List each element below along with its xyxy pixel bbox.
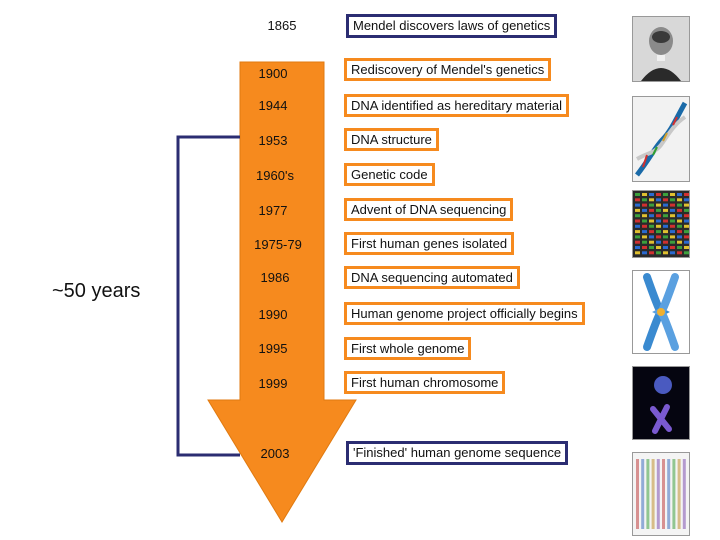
event-box: Genetic code [344, 163, 435, 186]
year-1999: 1999 [258, 376, 288, 391]
sequencing-traces-image [632, 452, 690, 536]
year-1995: 1995 [258, 341, 288, 356]
event-box: First human chromosome [344, 371, 506, 394]
event-box: Advent of DNA sequencing [344, 198, 514, 221]
bracket-label: ~50 years [52, 280, 141, 302]
event-box: Human genome project officially begins [344, 302, 585, 325]
arrow-shape [207, 61, 357, 523]
mendel-portrait-image [632, 16, 690, 82]
year-1990: 1990 [258, 307, 288, 322]
year-1960s: 1960's [256, 168, 294, 183]
event-box: First human genes isolated [344, 232, 515, 255]
year-1953: 1953 [258, 133, 288, 148]
dna-helix-image [632, 96, 690, 182]
year-1865: 1865 [267, 18, 297, 33]
sequencing-gel-image [632, 190, 690, 258]
event-box: Mendel discovers laws of genetics [346, 14, 558, 38]
year-1944: 1944 [258, 98, 288, 113]
event-box: DNA structure [344, 128, 439, 151]
event-box: 'Finished' human genome sequence [346, 441, 569, 465]
event-box: DNA sequencing automated [344, 266, 520, 289]
event-box: Rediscovery of Mendel's genetics [344, 58, 552, 81]
chromosome-diagram-image [632, 270, 690, 354]
chromosome-micrograph-image [632, 366, 690, 440]
year-1975-79: 1975-79 [254, 237, 302, 252]
year-1986: 1986 [260, 270, 290, 285]
year-2003: 2003 [260, 446, 290, 461]
year-1977: 1977 [258, 203, 288, 218]
year-1900: 1900 [258, 66, 288, 81]
event-box: DNA identified as hereditary material [344, 94, 569, 117]
event-box: First whole genome [344, 337, 472, 360]
